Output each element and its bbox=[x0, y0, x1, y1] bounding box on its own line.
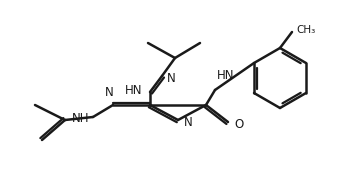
Text: N: N bbox=[184, 115, 193, 129]
Text: CH₃: CH₃ bbox=[296, 25, 315, 35]
Text: HN: HN bbox=[125, 84, 142, 98]
Text: HN: HN bbox=[217, 69, 235, 82]
Text: N: N bbox=[105, 86, 113, 99]
Text: N: N bbox=[167, 71, 176, 84]
Text: O: O bbox=[234, 118, 243, 130]
Text: NH: NH bbox=[72, 112, 89, 125]
